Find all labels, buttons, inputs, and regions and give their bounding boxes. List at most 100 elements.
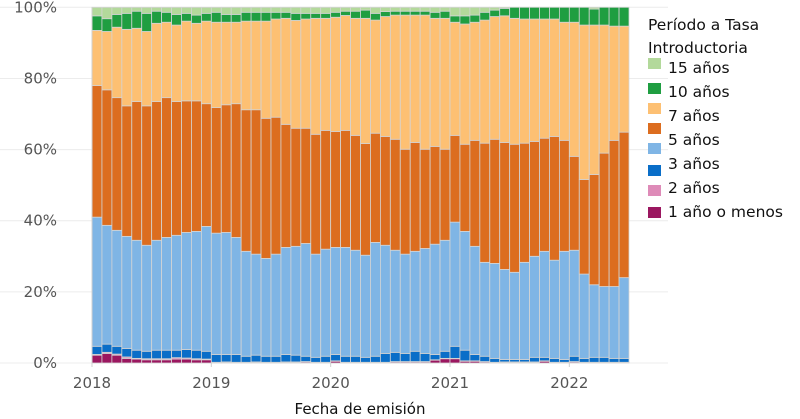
bar-segment-15-años <box>310 6 322 14</box>
bar-segment-series-3 <box>539 250 550 358</box>
bar-segment-10-años <box>429 11 441 19</box>
bar-segment-1-año-o-menos <box>429 359 441 364</box>
bar-segment-5-años <box>588 174 600 286</box>
bar-segment-10-años <box>379 11 391 17</box>
bar-segment-10-años <box>240 11 252 22</box>
bar-segment-series-3 <box>131 239 143 351</box>
bar-segment-5-años <box>151 101 163 241</box>
bar-segment-series-3 <box>181 232 192 350</box>
bar-segment-15-años <box>171 6 182 15</box>
bar-segment-5-años <box>479 142 491 263</box>
bar-segment-3-años <box>429 354 441 361</box>
bar-segment-5-años <box>608 139 620 287</box>
bar-segment-10-años <box>598 6 610 26</box>
bar-segment-3-años <box>558 359 570 363</box>
bar-segment-10-años <box>300 12 312 20</box>
bar-segment-series-3 <box>141 244 153 352</box>
bar-segment-series-3 <box>270 253 282 357</box>
bar-segment-5-años <box>539 137 550 252</box>
bar-segment-5-años <box>91 85 103 218</box>
bar-segment-5-años <box>220 104 232 233</box>
bar-segment-15-años <box>489 6 501 11</box>
legend-swatch <box>648 123 661 134</box>
bar-segment-series-3 <box>151 239 163 351</box>
bar-segment-5-años <box>230 103 242 238</box>
bar-segment-5-años <box>529 140 540 257</box>
bar-segment-3-años <box>210 354 222 363</box>
bar-segment-15-años <box>101 6 113 20</box>
bar-segment-10-años <box>578 6 590 26</box>
bar-segment-5-años <box>409 142 421 252</box>
bar-segment-series-3 <box>499 269 511 360</box>
bar-segment-10-años <box>479 11 491 21</box>
bar-segment-10-años <box>350 10 361 19</box>
bar-segment-7-años <box>200 20 212 105</box>
bar-segment-10-años <box>200 12 212 22</box>
bar-segment-series-3 <box>509 271 521 360</box>
bar-segment-1-año-o-menos <box>191 359 202 364</box>
bar-segment-15-años <box>439 6 451 12</box>
bar-segment-3-años <box>489 357 501 363</box>
bar-segment-15-años <box>111 6 123 15</box>
bar-segment-series-3 <box>578 273 590 359</box>
bar-segment-15-años <box>389 6 401 12</box>
bar-segment-5-años <box>121 105 133 237</box>
bar-segment-series-3 <box>360 254 371 358</box>
bar-segment-10-años <box>191 14 202 24</box>
bar-segment-series-3 <box>171 234 182 351</box>
bar-segment-series-3 <box>399 253 411 354</box>
bar-segment-3-años <box>220 354 232 363</box>
bar-segment-3-años <box>141 350 153 360</box>
bar-segment-3-años <box>121 348 133 358</box>
bar-segment-15-años <box>409 6 421 12</box>
bar-segment-5-años <box>578 179 590 275</box>
bar-segment-3-años <box>330 354 342 362</box>
bar-segment-7-años <box>320 17 332 131</box>
bar-segment-5-años <box>340 129 351 248</box>
bar-segment-7-años <box>489 16 501 140</box>
bar-segment-5-años <box>200 103 212 227</box>
bar-segment-10-años <box>171 14 182 26</box>
bar-segment-3-años <box>568 355 580 362</box>
bar-segment-15-años <box>161 6 172 13</box>
bar-segment-10-años <box>519 6 530 20</box>
bar-segment-15-años <box>200 6 212 14</box>
x-tick-label: 2020 <box>312 374 350 392</box>
bar-segment-5-años <box>449 134 461 223</box>
bar-segment-10-años <box>330 11 342 18</box>
bar-segment-3-años <box>240 355 252 363</box>
bar-segment-15-años <box>449 6 461 17</box>
bar-segment-7-años <box>598 24 610 154</box>
bar-segment-5-años <box>131 101 143 241</box>
bar-segment-3-años <box>360 356 371 363</box>
bar-segment-series-3 <box>250 253 262 356</box>
bar-segment-1-año-o-menos <box>439 358 451 364</box>
bar-segment-7-años <box>549 18 560 137</box>
bar-segment-5-años <box>250 109 262 255</box>
legend: Período a Tasa Introductoria 15 años 10 a… <box>647 14 800 224</box>
bar-segment-7-años <box>608 25 620 141</box>
y-tick-label: 60% <box>24 141 57 159</box>
bar-segment-10-años <box>280 11 292 19</box>
bar-segment-5-años <box>360 143 371 256</box>
bar-segment-7-años <box>310 17 322 135</box>
bar-segment-7-años <box>618 25 630 133</box>
bar-segment-7-años <box>171 24 182 102</box>
bar-segment-10-años <box>260 11 272 22</box>
bar-segment-10-años <box>558 6 570 23</box>
bar-segment-3-años <box>280 354 292 363</box>
legend-swatch <box>648 103 661 114</box>
bar-segment-series-3 <box>489 263 501 359</box>
bar-segment-7-años <box>360 17 371 144</box>
bar-segment-7-años <box>300 18 312 129</box>
bar-segment-10-años <box>409 10 421 16</box>
bar-segment-7-años <box>230 21 242 105</box>
bar-segment-7-años <box>141 31 153 107</box>
bar-segment-10-años <box>290 12 302 21</box>
bar-segment-15-años <box>250 6 262 13</box>
bar-segment-7-años <box>509 17 521 145</box>
bar-segment-3-años <box>608 357 620 363</box>
bar-segment-series-3 <box>330 246 342 355</box>
bar-segment-5-años <box>191 100 202 232</box>
bar-segment-5-años <box>618 131 630 279</box>
